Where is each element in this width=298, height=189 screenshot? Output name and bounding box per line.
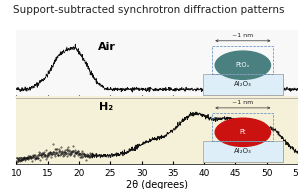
X-axis label: 2θ (degrees): 2θ (degrees) <box>126 180 188 189</box>
Bar <box>203 74 283 95</box>
Bar <box>212 113 273 141</box>
Bar <box>212 46 273 74</box>
Ellipse shape <box>215 118 271 146</box>
Bar <box>203 141 283 162</box>
Text: Support-subtracted synchrotron diffraction patterns: Support-subtracted synchrotron diffracti… <box>13 5 285 15</box>
FancyBboxPatch shape <box>203 74 283 95</box>
Text: PtOₓ: PtOₓ <box>236 62 250 68</box>
Ellipse shape <box>215 51 271 79</box>
Text: Air: Air <box>97 43 115 53</box>
Text: Al₂O₃: Al₂O₃ <box>234 81 252 87</box>
Text: ~1 nm: ~1 nm <box>232 33 254 38</box>
Text: Al₂O₃: Al₂O₃ <box>234 81 252 87</box>
FancyBboxPatch shape <box>203 141 283 162</box>
Text: Al₂O₃: Al₂O₃ <box>234 148 252 154</box>
Text: Al₂O₃: Al₂O₃ <box>234 148 252 154</box>
Text: Pt: Pt <box>240 129 246 135</box>
Text: ~1 nm: ~1 nm <box>232 100 254 105</box>
Text: H₂: H₂ <box>100 102 114 112</box>
